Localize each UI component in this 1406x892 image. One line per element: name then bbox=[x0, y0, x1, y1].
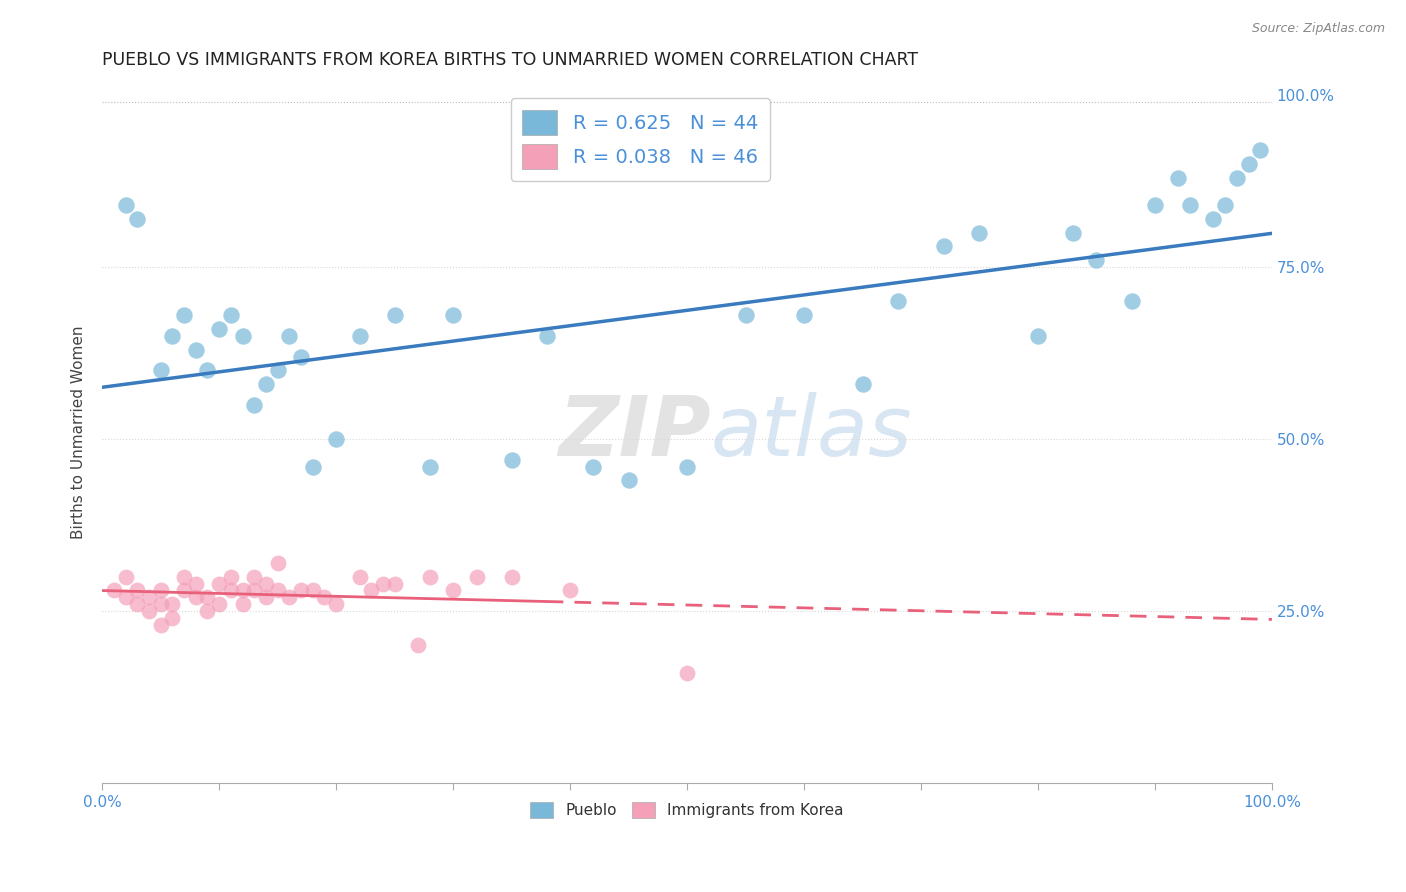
Point bbox=[278, 591, 301, 605]
Point bbox=[290, 583, 312, 598]
Point bbox=[934, 239, 956, 253]
Point bbox=[349, 569, 371, 583]
Point bbox=[219, 308, 242, 322]
Point bbox=[266, 556, 288, 570]
Point bbox=[851, 377, 873, 392]
Point bbox=[1167, 170, 1189, 185]
Point bbox=[278, 329, 301, 343]
Point bbox=[969, 226, 991, 240]
Point bbox=[1178, 198, 1201, 212]
Point bbox=[149, 363, 172, 377]
Point bbox=[103, 583, 125, 598]
Point bbox=[465, 569, 488, 583]
Point bbox=[1062, 226, 1084, 240]
Point bbox=[243, 569, 266, 583]
Point bbox=[1226, 170, 1249, 185]
Point bbox=[173, 569, 195, 583]
Point bbox=[266, 363, 288, 377]
Text: atlas: atlas bbox=[710, 392, 912, 473]
Text: Source: ZipAtlas.com: Source: ZipAtlas.com bbox=[1251, 22, 1385, 36]
Point bbox=[208, 576, 231, 591]
Point bbox=[197, 604, 219, 618]
Point bbox=[419, 459, 441, 474]
Point bbox=[1249, 143, 1271, 157]
Point bbox=[441, 583, 464, 598]
Point bbox=[254, 591, 277, 605]
Point bbox=[197, 591, 219, 605]
Point bbox=[384, 308, 406, 322]
Point bbox=[501, 452, 523, 467]
Text: PUEBLO VS IMMIGRANTS FROM KOREA BIRTHS TO UNMARRIED WOMEN CORRELATION CHART: PUEBLO VS IMMIGRANTS FROM KOREA BIRTHS T… bbox=[103, 51, 918, 69]
Point bbox=[558, 583, 581, 598]
Point bbox=[301, 459, 323, 474]
Point bbox=[232, 597, 254, 611]
Point bbox=[184, 576, 207, 591]
Point bbox=[232, 583, 254, 598]
Point bbox=[406, 639, 429, 653]
Point bbox=[149, 583, 172, 598]
Point bbox=[793, 308, 815, 322]
Point bbox=[325, 597, 347, 611]
Point bbox=[325, 432, 347, 446]
Point bbox=[536, 329, 558, 343]
Point bbox=[290, 350, 312, 364]
Point bbox=[138, 604, 160, 618]
Legend: Pueblo, Immigrants from Korea: Pueblo, Immigrants from Korea bbox=[524, 797, 851, 824]
Point bbox=[384, 576, 406, 591]
Point bbox=[1121, 294, 1143, 309]
Point bbox=[114, 591, 136, 605]
Point bbox=[127, 211, 149, 226]
Point bbox=[314, 591, 336, 605]
Point bbox=[1143, 198, 1166, 212]
Point bbox=[243, 583, 266, 598]
Point bbox=[162, 329, 184, 343]
Point bbox=[219, 583, 242, 598]
Point bbox=[371, 576, 394, 591]
Point bbox=[301, 583, 323, 598]
Point bbox=[1085, 253, 1108, 268]
Point bbox=[254, 377, 277, 392]
Y-axis label: Births to Unmarried Women: Births to Unmarried Women bbox=[72, 326, 86, 539]
Point bbox=[617, 474, 640, 488]
Point bbox=[1237, 157, 1260, 171]
Point bbox=[114, 198, 136, 212]
Point bbox=[138, 591, 160, 605]
Point bbox=[184, 591, 207, 605]
Point bbox=[676, 665, 699, 680]
Point bbox=[184, 343, 207, 357]
Point bbox=[114, 569, 136, 583]
Point bbox=[734, 308, 756, 322]
Point bbox=[1026, 329, 1049, 343]
Point bbox=[127, 583, 149, 598]
Point bbox=[243, 398, 266, 412]
Point bbox=[208, 322, 231, 336]
Point bbox=[676, 459, 699, 474]
Point bbox=[208, 597, 231, 611]
Point bbox=[1213, 198, 1236, 212]
Point bbox=[219, 569, 242, 583]
Point bbox=[360, 583, 382, 598]
Point bbox=[127, 597, 149, 611]
Point bbox=[173, 308, 195, 322]
Point bbox=[254, 576, 277, 591]
Text: ZIP: ZIP bbox=[558, 392, 710, 473]
Point bbox=[149, 597, 172, 611]
Point bbox=[266, 583, 288, 598]
Point bbox=[349, 329, 371, 343]
Point bbox=[162, 597, 184, 611]
Point bbox=[582, 459, 605, 474]
Point bbox=[441, 308, 464, 322]
Point bbox=[162, 611, 184, 625]
Point bbox=[149, 617, 172, 632]
Point bbox=[1202, 211, 1225, 226]
Point bbox=[197, 363, 219, 377]
Point bbox=[419, 569, 441, 583]
Point bbox=[501, 569, 523, 583]
Point bbox=[886, 294, 908, 309]
Point bbox=[173, 583, 195, 598]
Point bbox=[232, 329, 254, 343]
